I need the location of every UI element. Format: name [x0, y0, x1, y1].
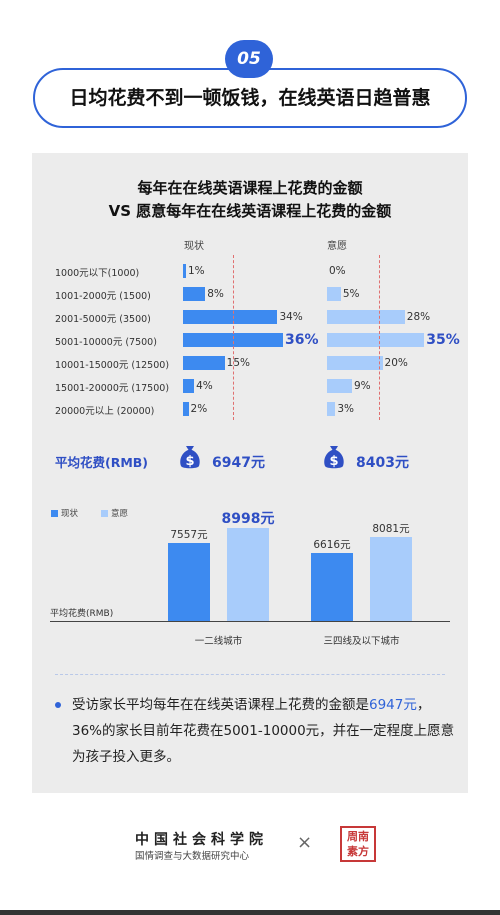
- note-suffix: ，36%的家长目前年花费在5001-10000元，并在一定程度上愿意为孩子投入更…: [72, 697, 455, 765]
- column-bar-will: [370, 537, 412, 621]
- bar-now: [183, 310, 278, 324]
- bottom-rule: [0, 910, 500, 915]
- bar-will: [327, 402, 336, 416]
- bullet-dot: [55, 702, 61, 708]
- bar-label: 8%: [207, 288, 224, 300]
- bar-label: 4%: [196, 380, 213, 392]
- x-axis-line: [50, 621, 450, 622]
- category-label: 1000元以下(1000): [55, 268, 140, 279]
- legend-label-will: 意愿: [111, 509, 129, 519]
- bar-will: [327, 310, 405, 324]
- avg-reference-line-will: [379, 255, 380, 420]
- column-value: 8081元: [372, 523, 410, 536]
- bar-label: 20%: [384, 357, 408, 369]
- avg-now-value: 6947元: [212, 455, 265, 471]
- svg-text:$: $: [185, 454, 194, 469]
- column-bar-will: [227, 528, 269, 621]
- column-header-now: 现状: [184, 241, 204, 252]
- column-bar-now: [311, 552, 353, 621]
- bar-label: 0%: [329, 265, 346, 277]
- bar-label: 15%: [226, 357, 250, 369]
- seal-logo: 周南 素方: [340, 826, 376, 862]
- bar-now: [183, 402, 189, 416]
- category-label: 2001-5000元 (3500): [55, 314, 151, 325]
- chart-subtitle: VS 愿意每年在在线英语课程上花费的金额: [108, 202, 392, 220]
- column-value-highlight: 8998元: [221, 511, 275, 527]
- money-bag-icon: $: [324, 446, 344, 469]
- bar-label: 9%: [354, 380, 371, 392]
- column-value: 7557元: [170, 528, 208, 541]
- bar-will: [327, 379, 352, 393]
- bar-now: [183, 287, 206, 301]
- money-bag-icon: $: [180, 446, 200, 469]
- org-name: 中国社会科学院: [135, 832, 268, 848]
- bar-will: [327, 287, 341, 301]
- column-value: 6616元: [313, 538, 351, 551]
- category-label: 15001-20000元 (17500): [55, 383, 170, 394]
- chart-title: 每年在在线英语课程上花费的金额: [137, 179, 363, 197]
- dashed-divider: [55, 674, 445, 675]
- bar-label-highlight: 36%: [285, 332, 319, 348]
- bar-label: 2%: [190, 403, 208, 415]
- section-number-badge: 05: [225, 40, 273, 78]
- bar-label-highlight: 35%: [426, 332, 460, 348]
- category-label: 10001-15000元 (12500): [55, 360, 170, 371]
- category-axis-label: 三四线及以下城市: [323, 636, 400, 647]
- legend-swatch-now: [51, 510, 58, 517]
- bar-label: 34%: [279, 311, 303, 323]
- bar-label: 3%: [337, 403, 354, 415]
- bar-now: [183, 379, 195, 393]
- bar-label: 28%: [406, 311, 431, 323]
- chart-panel: [32, 153, 468, 793]
- avg-reference-line-now: [233, 255, 234, 420]
- bar-now: [183, 264, 186, 278]
- org-subtitle: 国情调查与大数据研究中心: [135, 851, 250, 862]
- avg-will-value: 8403元: [356, 455, 409, 471]
- note-highlight: 6947元: [369, 697, 417, 713]
- note-prefix: 受访家长平均每年在在线英语课程上花费的金额是: [72, 697, 369, 713]
- bar-will: [327, 333, 425, 347]
- category-label: 20000元以上 (20000): [55, 406, 155, 417]
- column-bar-now: [168, 542, 210, 621]
- y-axis-label: 平均花费(RMB): [50, 609, 114, 619]
- summary-note: 受访家长平均每年在在线英语课程上花费的金额是6947元，36%的家长目前年花费在…: [72, 692, 457, 770]
- avg-spend-label: 平均花费(RMB): [55, 455, 149, 470]
- bar-will: [327, 356, 383, 370]
- bar-label: 1%: [188, 265, 205, 277]
- column-header-will: 意愿: [327, 241, 347, 252]
- legend-label-now: 现状: [61, 509, 79, 519]
- bar-label: 5%: [342, 288, 360, 300]
- times-sign: ×: [297, 832, 313, 853]
- category-label: 5001-10000元 (7500): [55, 337, 157, 348]
- category-label: 1001-2000元 (1500): [55, 291, 151, 302]
- category-axis-label: 一二线城市: [194, 636, 243, 647]
- bar-now: [183, 356, 225, 370]
- svg-text:$: $: [329, 454, 338, 469]
- legend-swatch-will: [101, 510, 108, 517]
